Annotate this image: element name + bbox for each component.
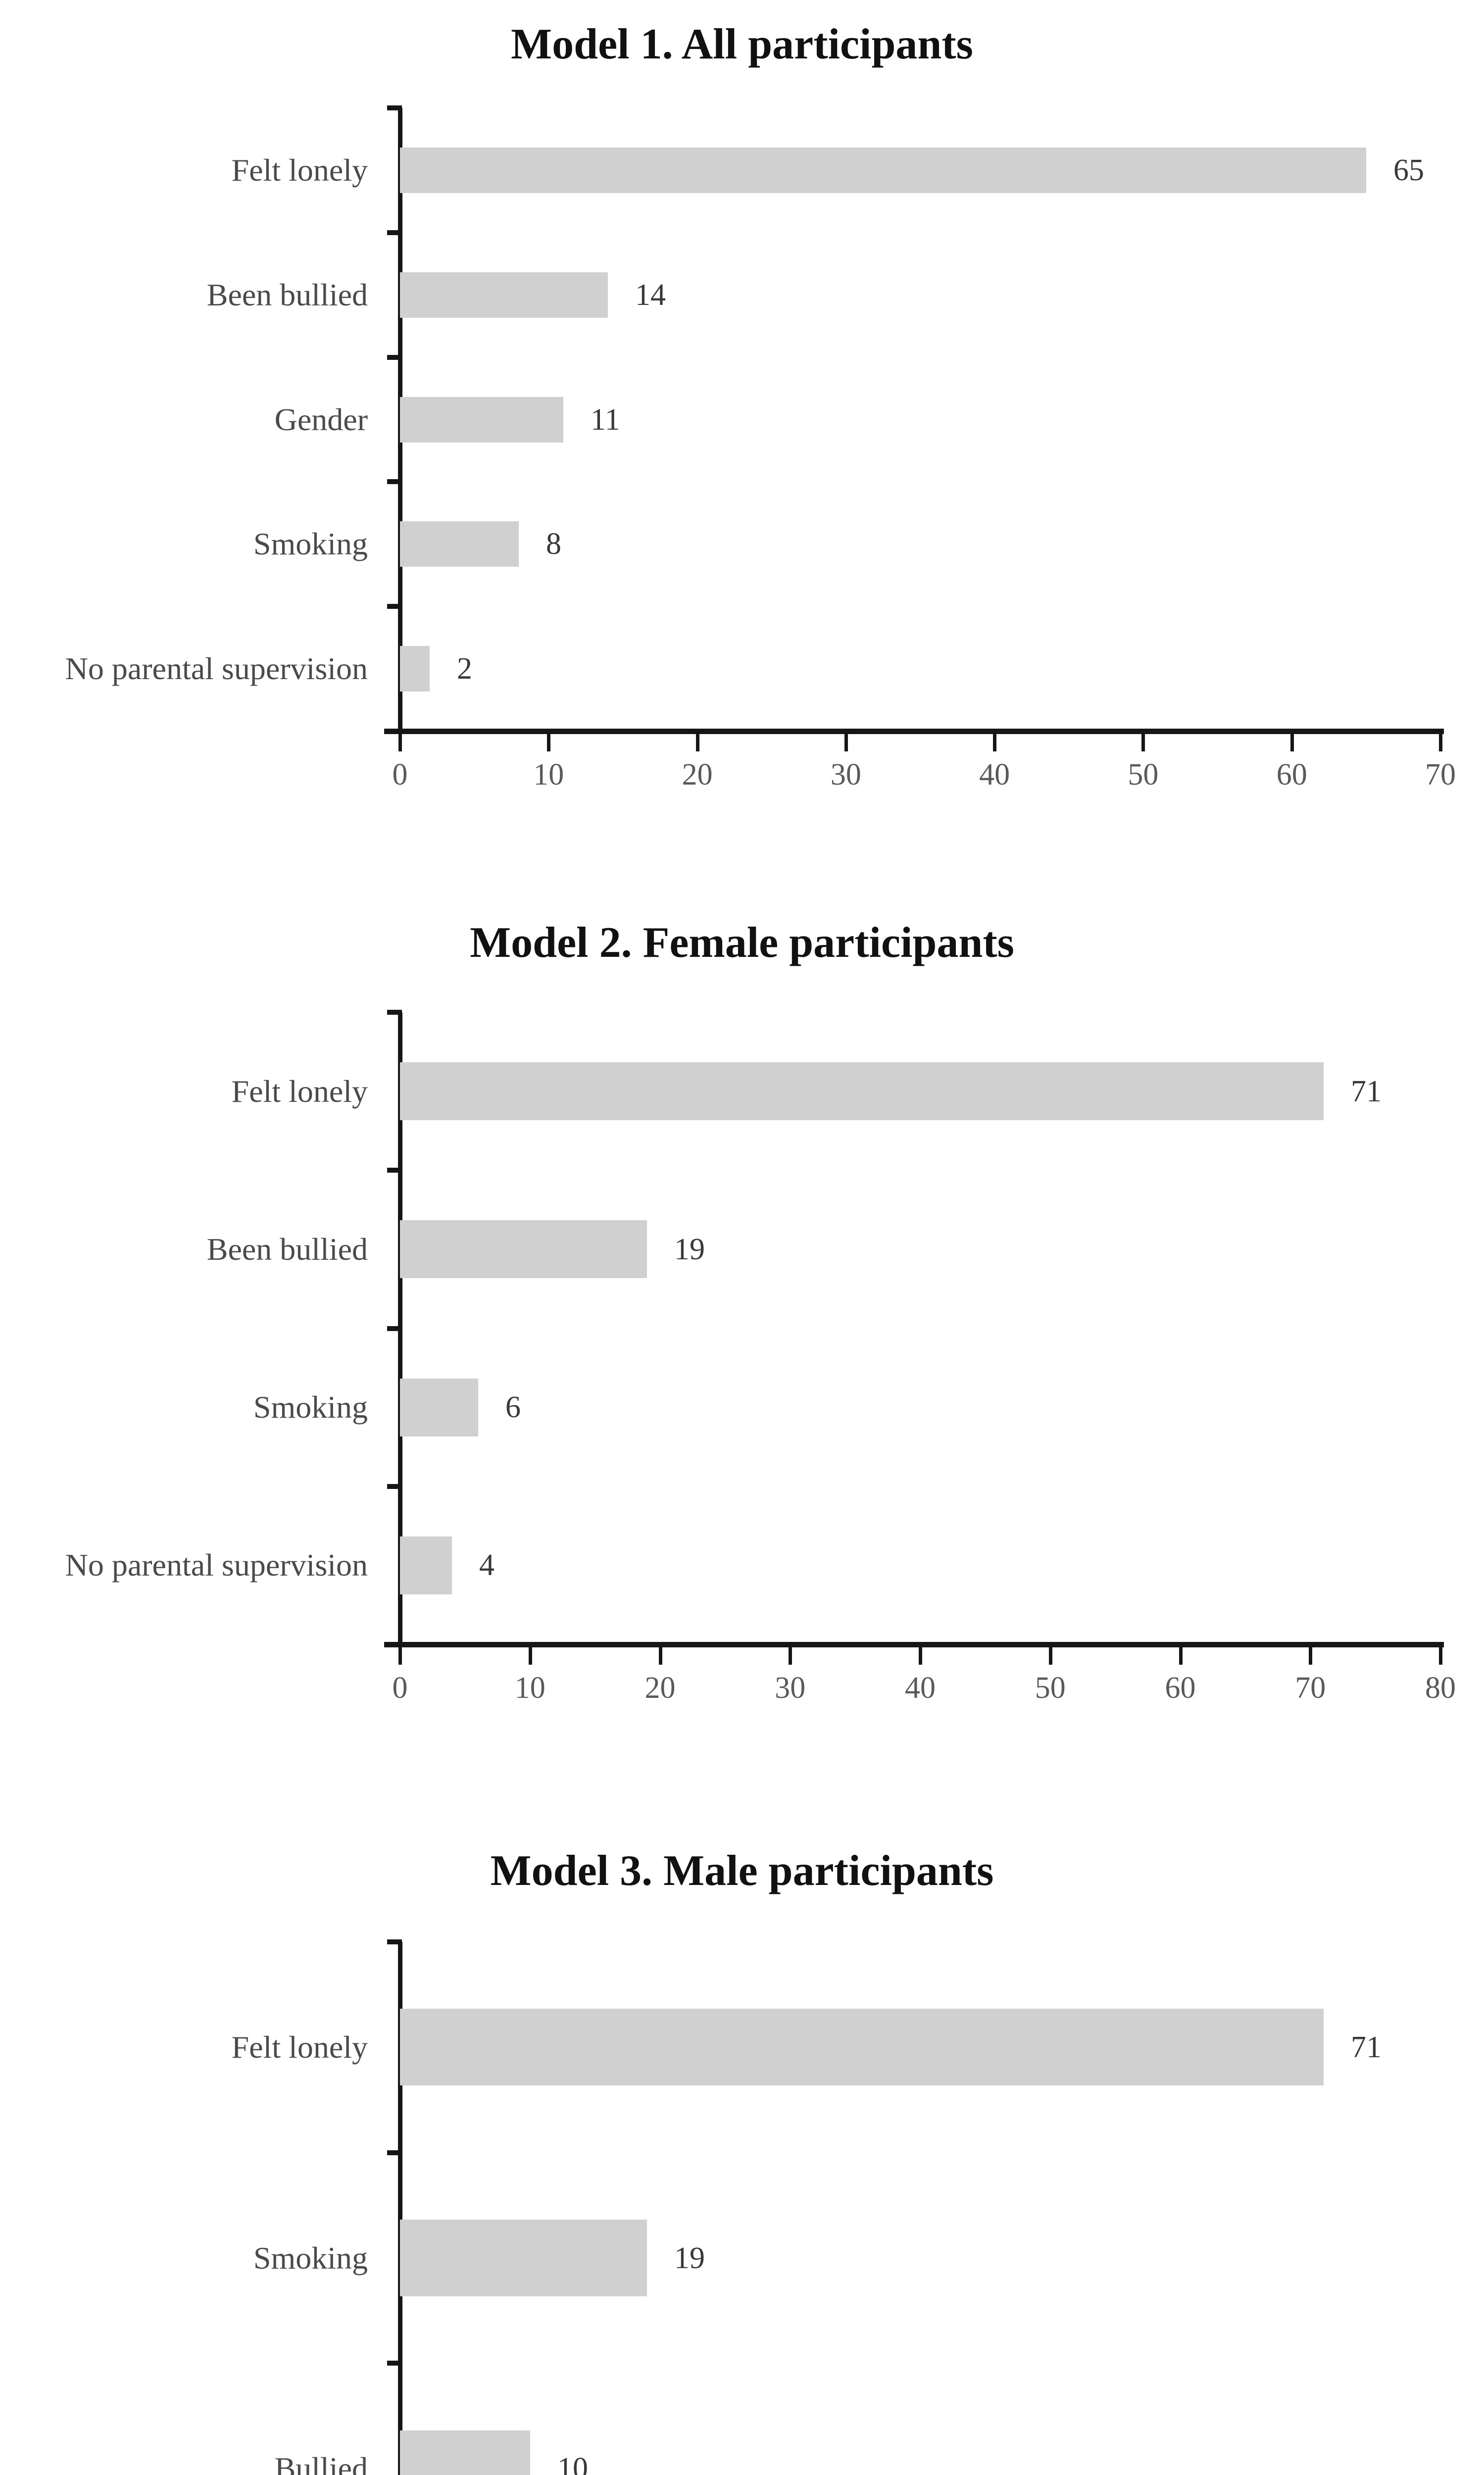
category-label: Gender (274, 402, 368, 437)
x-axis-tick-label: 30 (830, 758, 861, 792)
category-boundary-tick (387, 1326, 402, 1331)
x-axis-tick (1439, 734, 1442, 751)
category-boundary-tick (387, 230, 402, 235)
bar (400, 1379, 478, 1436)
value-label: 6 (505, 1390, 521, 1424)
category-label: No parental supervision (65, 1547, 368, 1583)
bar (400, 2009, 1324, 2085)
value-label: 11 (591, 403, 620, 437)
category-label: Felt lonely (231, 2030, 368, 2065)
category-label: Felt lonely (231, 152, 368, 188)
category-boundary-tick (387, 1168, 402, 1173)
x-axis-tick (919, 1647, 922, 1665)
x-axis-tick-label: 10 (514, 1671, 545, 1705)
x-axis-tick (547, 734, 551, 751)
x-axis-tick (1179, 1647, 1183, 1665)
category-boundary-tick (387, 604, 402, 609)
bar (400, 272, 608, 318)
category-label: Smoking (253, 526, 368, 561)
y-axis-line (398, 1942, 402, 2475)
category-label: Bullied (274, 2451, 368, 2475)
x-axis-tick-label: 50 (1128, 758, 1159, 792)
category-label: Smoking (253, 2240, 368, 2276)
category-label: Felt lonely (231, 1074, 368, 1109)
category-boundary-tick (387, 1010, 402, 1015)
x-axis-tick-label: 60 (1276, 758, 1307, 792)
chart-title: Model 3. Male participants (490, 1847, 994, 1895)
bar (400, 646, 430, 692)
category-boundary-tick (387, 354, 402, 360)
x-axis-tick (1290, 734, 1294, 751)
value-label: 71 (1351, 2030, 1382, 2064)
x-axis-tick (528, 1647, 532, 1665)
x-axis-tick-label: 20 (682, 758, 713, 792)
bar (400, 148, 1366, 193)
category-label: Smoking (253, 1389, 368, 1425)
x-axis-tick (398, 734, 402, 751)
x-axis-tick-label: 40 (905, 1671, 936, 1705)
value-label: 8 (546, 527, 561, 561)
x-axis-tick-label: 60 (1165, 1671, 1196, 1705)
x-axis-tick-label: 0 (392, 758, 408, 792)
category-boundary-tick (387, 2361, 402, 2366)
category-boundary-tick (387, 1484, 402, 1489)
x-axis-tick (1309, 1647, 1313, 1665)
value-label: 2 (457, 652, 472, 686)
x-axis-line (384, 1642, 1444, 1647)
category-boundary-tick (387, 2150, 402, 2155)
bar (400, 2220, 647, 2296)
value-label: 4 (479, 1548, 495, 1582)
value-label: 14 (635, 278, 666, 312)
x-axis-tick-label: 10 (533, 758, 564, 792)
bar (400, 1536, 452, 1594)
x-axis-tick (658, 1647, 662, 1665)
x-axis-line (384, 729, 1444, 734)
x-axis-tick-label: 30 (775, 1671, 806, 1705)
category-label: No parental supervision (65, 651, 368, 686)
bar (400, 1062, 1324, 1120)
value-label: 10 (557, 2452, 588, 2475)
category-label: Been bullied (206, 1232, 368, 1267)
value-label: 71 (1351, 1075, 1382, 1108)
bar (400, 2430, 530, 2475)
chart-title: Model 1. All participants (511, 20, 973, 68)
x-axis-tick-label: 70 (1295, 1671, 1326, 1705)
value-label: 19 (674, 2241, 705, 2275)
x-axis-tick-label: 20 (644, 1671, 676, 1705)
x-axis-tick (695, 734, 699, 751)
x-axis-tick-label: 50 (1035, 1671, 1066, 1705)
x-axis-tick (789, 1647, 792, 1665)
x-axis-tick (398, 1647, 402, 1665)
x-axis-tick (844, 734, 848, 751)
x-axis-tick (993, 734, 997, 751)
x-axis-tick-label: 70 (1425, 758, 1456, 792)
bar (400, 397, 563, 443)
x-axis-tick (1439, 1647, 1442, 1665)
x-axis-tick-label: 0 (392, 1671, 408, 1705)
x-axis-tick-label: 80 (1425, 1671, 1456, 1705)
x-axis-tick (1048, 1647, 1052, 1665)
category-boundary-tick (387, 1939, 402, 1944)
x-axis-tick (1141, 734, 1145, 751)
bar (400, 1220, 647, 1278)
category-boundary-tick (387, 105, 402, 110)
value-label: 19 (674, 1233, 705, 1266)
chart-title: Model 2. Female participants (470, 919, 1014, 967)
value-label: 65 (1393, 153, 1424, 187)
bar (400, 521, 519, 567)
category-boundary-tick (387, 479, 402, 485)
category-label: Been bullied (206, 277, 368, 312)
x-axis-tick-label: 40 (979, 758, 1010, 792)
